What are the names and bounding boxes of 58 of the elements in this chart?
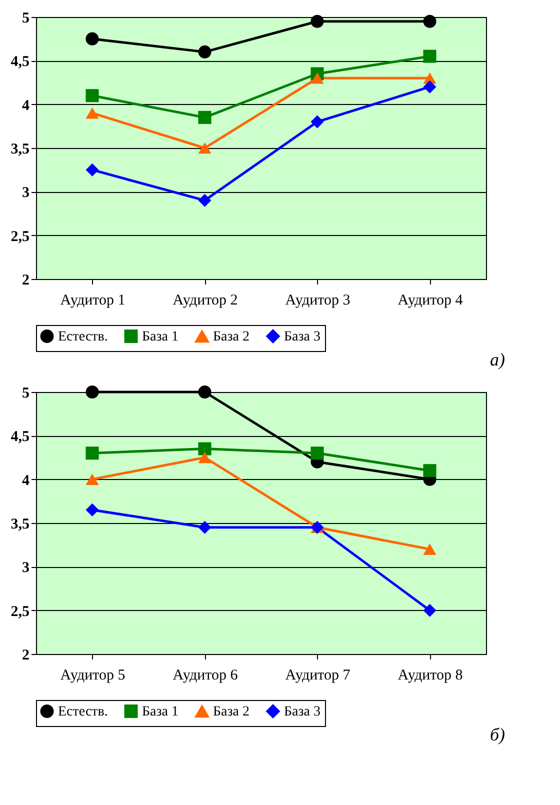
y-tick-label: 4 xyxy=(22,472,30,489)
text: а) xyxy=(490,350,505,370)
y-tick-label: 3,5 xyxy=(10,516,30,532)
point xyxy=(86,503,99,516)
x-tick-label: Аудитор 4 xyxy=(398,292,464,308)
point xyxy=(86,163,99,176)
y-tick-label: 2 xyxy=(22,272,30,288)
legend-label: База 3 xyxy=(284,704,320,720)
y-tick-label: 3 xyxy=(22,560,30,576)
point xyxy=(310,115,324,128)
legend-label: База 2 xyxy=(213,704,250,720)
x-tick-label: Аудитор 2 xyxy=(172,292,238,308)
legend-label: База 1 xyxy=(142,329,178,344)
y-tick-label: 2,5 xyxy=(10,604,30,620)
point xyxy=(86,474,99,485)
text: б) xyxy=(490,724,506,744)
y-tick-label: 2,5 xyxy=(10,228,30,245)
y-tick-label: 3,5 xyxy=(10,142,30,158)
x-tick-label: Аудитор 1 xyxy=(60,292,126,308)
point xyxy=(423,544,436,555)
point xyxy=(198,520,212,534)
point xyxy=(310,14,324,28)
point xyxy=(198,385,212,399)
point xyxy=(423,80,436,94)
point xyxy=(310,446,324,460)
y-tick-label: 2 xyxy=(22,648,30,664)
point xyxy=(423,14,436,28)
point xyxy=(86,107,99,119)
point xyxy=(423,604,436,617)
point xyxy=(198,110,212,124)
x-tick-label: Аудитор 7 xyxy=(285,668,351,684)
point xyxy=(423,464,436,478)
y-tick-label: 5 xyxy=(22,386,30,402)
point xyxy=(198,452,212,464)
y-tick-label: 5 xyxy=(22,10,30,26)
point xyxy=(310,72,324,84)
y-tick-label: 4 xyxy=(22,98,30,114)
legend-label: База 1 xyxy=(142,704,178,720)
legend-label: База 3 xyxy=(284,329,320,344)
legend-label: Естеств. xyxy=(58,704,108,720)
point xyxy=(198,194,212,207)
y-tick-label: 4,5 xyxy=(10,54,30,70)
y-tick-label: 3 xyxy=(22,185,30,202)
y-tick-label: 4,5 xyxy=(10,429,30,446)
point xyxy=(198,142,212,154)
point xyxy=(86,89,99,102)
legend-label: База 2 xyxy=(213,330,250,345)
point xyxy=(86,385,99,399)
x-tick-label: Аудитор 6 xyxy=(172,668,238,684)
point xyxy=(86,446,99,460)
x-tick-label: Аудитор 8 xyxy=(398,668,463,684)
legend-label: Естеств. xyxy=(58,329,108,344)
point xyxy=(423,50,436,63)
point xyxy=(198,45,212,58)
point xyxy=(198,442,212,456)
x-tick-label: Аудитор 5 xyxy=(60,668,126,684)
point xyxy=(86,32,99,46)
x-tick-label: Аудитор 3 xyxy=(285,292,350,308)
